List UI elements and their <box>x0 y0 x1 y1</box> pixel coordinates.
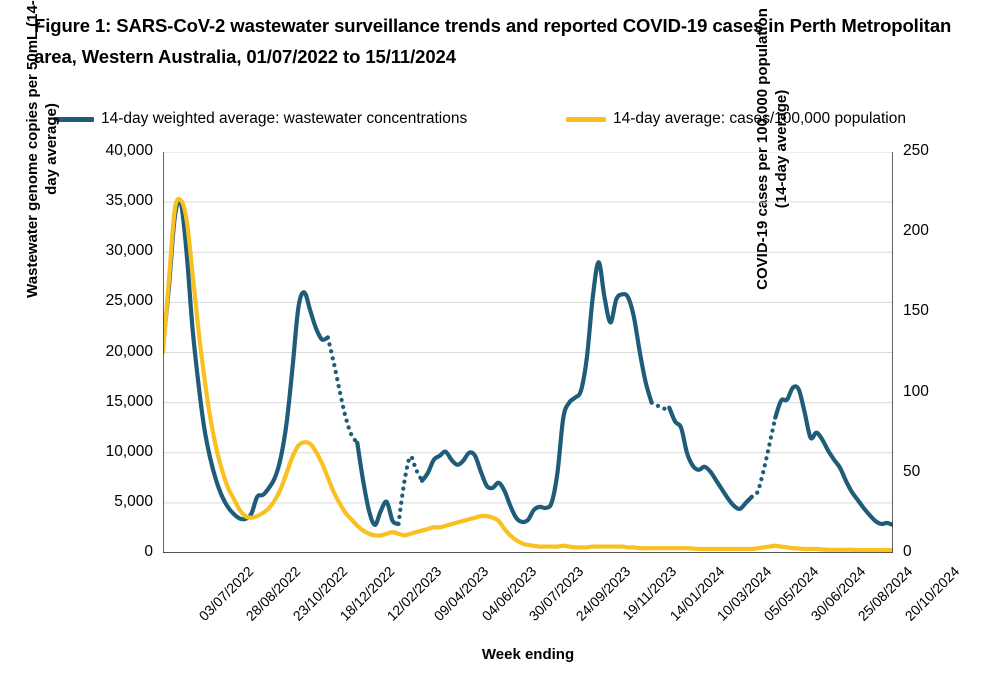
x-axis-title: Week ending <box>481 646 575 663</box>
series-cases <box>163 196 893 553</box>
legend-item-cases[interactable]: 14-day average: cases/100,000 population <box>566 110 906 128</box>
y-axis-left-tick: 30,000 <box>105 242 153 260</box>
y-axis-right-tick: 250 <box>903 142 929 159</box>
y-axis-right-tick: 50 <box>903 462 921 480</box>
legend-label-wastewater: 14-day weighted average: wastewater conc… <box>101 110 468 127</box>
chart-legend: 14-day weighted average: wastewater conc… <box>50 110 980 136</box>
plot-area <box>163 152 893 553</box>
y-axis-right-tick: 100 <box>903 382 929 400</box>
legend-swatch-wastewater <box>54 116 94 122</box>
legend-swatch-cases <box>566 116 606 122</box>
legend-label-cases: 14-day average: cases/100,000 population <box>613 110 906 127</box>
figure-title: Figure 1: SARS-CoV-2 wastewater surveill… <box>34 15 952 67</box>
y-axis-right-tick: 0 <box>903 543 912 560</box>
y-axis-left-tick: 20,000 <box>105 342 153 360</box>
series-wastewater <box>163 197 893 528</box>
y-axis-left-tick: 5,000 <box>114 492 153 510</box>
y-axis-left-tick: 40,000 <box>105 142 153 159</box>
y-axis-left-tick: 15,000 <box>105 392 153 410</box>
y-axis-left-tick: 0 <box>144 543 153 560</box>
y-axis-left-tick: 10,000 <box>105 442 153 460</box>
y-axis-right-tick: 150 <box>903 302 929 320</box>
legend-item-wastewater[interactable]: 14-day weighted average: wastewater conc… <box>54 110 467 128</box>
y-axis-right-tick: 200 <box>903 222 929 240</box>
y-axis-left-tick: 25,000 <box>105 292 153 310</box>
y-axis-left-tick: 35,000 <box>105 192 153 210</box>
chart-canvas <box>163 152 893 553</box>
